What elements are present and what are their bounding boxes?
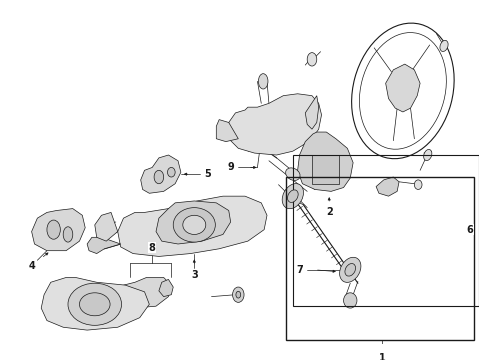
Ellipse shape xyxy=(154,170,164,184)
Bar xyxy=(312,155,339,184)
Polygon shape xyxy=(32,208,85,251)
Ellipse shape xyxy=(233,287,244,302)
Ellipse shape xyxy=(415,180,422,189)
Ellipse shape xyxy=(345,264,356,276)
Ellipse shape xyxy=(440,40,448,51)
Ellipse shape xyxy=(286,168,300,180)
Ellipse shape xyxy=(340,257,361,282)
Text: 3: 3 xyxy=(191,270,197,280)
Text: 9: 9 xyxy=(227,162,234,172)
Polygon shape xyxy=(141,155,181,193)
Polygon shape xyxy=(118,196,267,256)
Text: 7: 7 xyxy=(296,265,303,275)
Polygon shape xyxy=(229,94,321,155)
Polygon shape xyxy=(376,177,399,196)
Polygon shape xyxy=(95,212,118,241)
Polygon shape xyxy=(297,132,353,192)
Ellipse shape xyxy=(63,227,73,242)
Ellipse shape xyxy=(183,215,206,234)
Ellipse shape xyxy=(173,208,215,242)
Text: 4: 4 xyxy=(28,261,35,271)
Ellipse shape xyxy=(236,291,241,298)
Ellipse shape xyxy=(288,190,298,202)
Text: 6: 6 xyxy=(466,225,473,235)
Polygon shape xyxy=(386,64,420,112)
Polygon shape xyxy=(156,201,231,244)
Text: 5: 5 xyxy=(204,169,211,179)
Polygon shape xyxy=(41,278,149,330)
Text: 2: 2 xyxy=(326,207,333,217)
Ellipse shape xyxy=(258,74,268,89)
Polygon shape xyxy=(87,237,121,253)
Ellipse shape xyxy=(68,283,122,325)
Ellipse shape xyxy=(307,53,317,66)
Bar xyxy=(293,155,479,306)
Polygon shape xyxy=(305,96,318,129)
Text: 1: 1 xyxy=(378,352,385,360)
Polygon shape xyxy=(159,279,173,297)
Ellipse shape xyxy=(424,149,432,161)
Ellipse shape xyxy=(79,293,110,316)
Ellipse shape xyxy=(282,184,303,209)
Text: 8: 8 xyxy=(149,243,156,253)
Ellipse shape xyxy=(343,293,357,308)
Polygon shape xyxy=(216,120,238,141)
Ellipse shape xyxy=(47,220,60,239)
Polygon shape xyxy=(118,278,172,308)
Ellipse shape xyxy=(168,167,175,177)
Bar xyxy=(286,177,474,340)
